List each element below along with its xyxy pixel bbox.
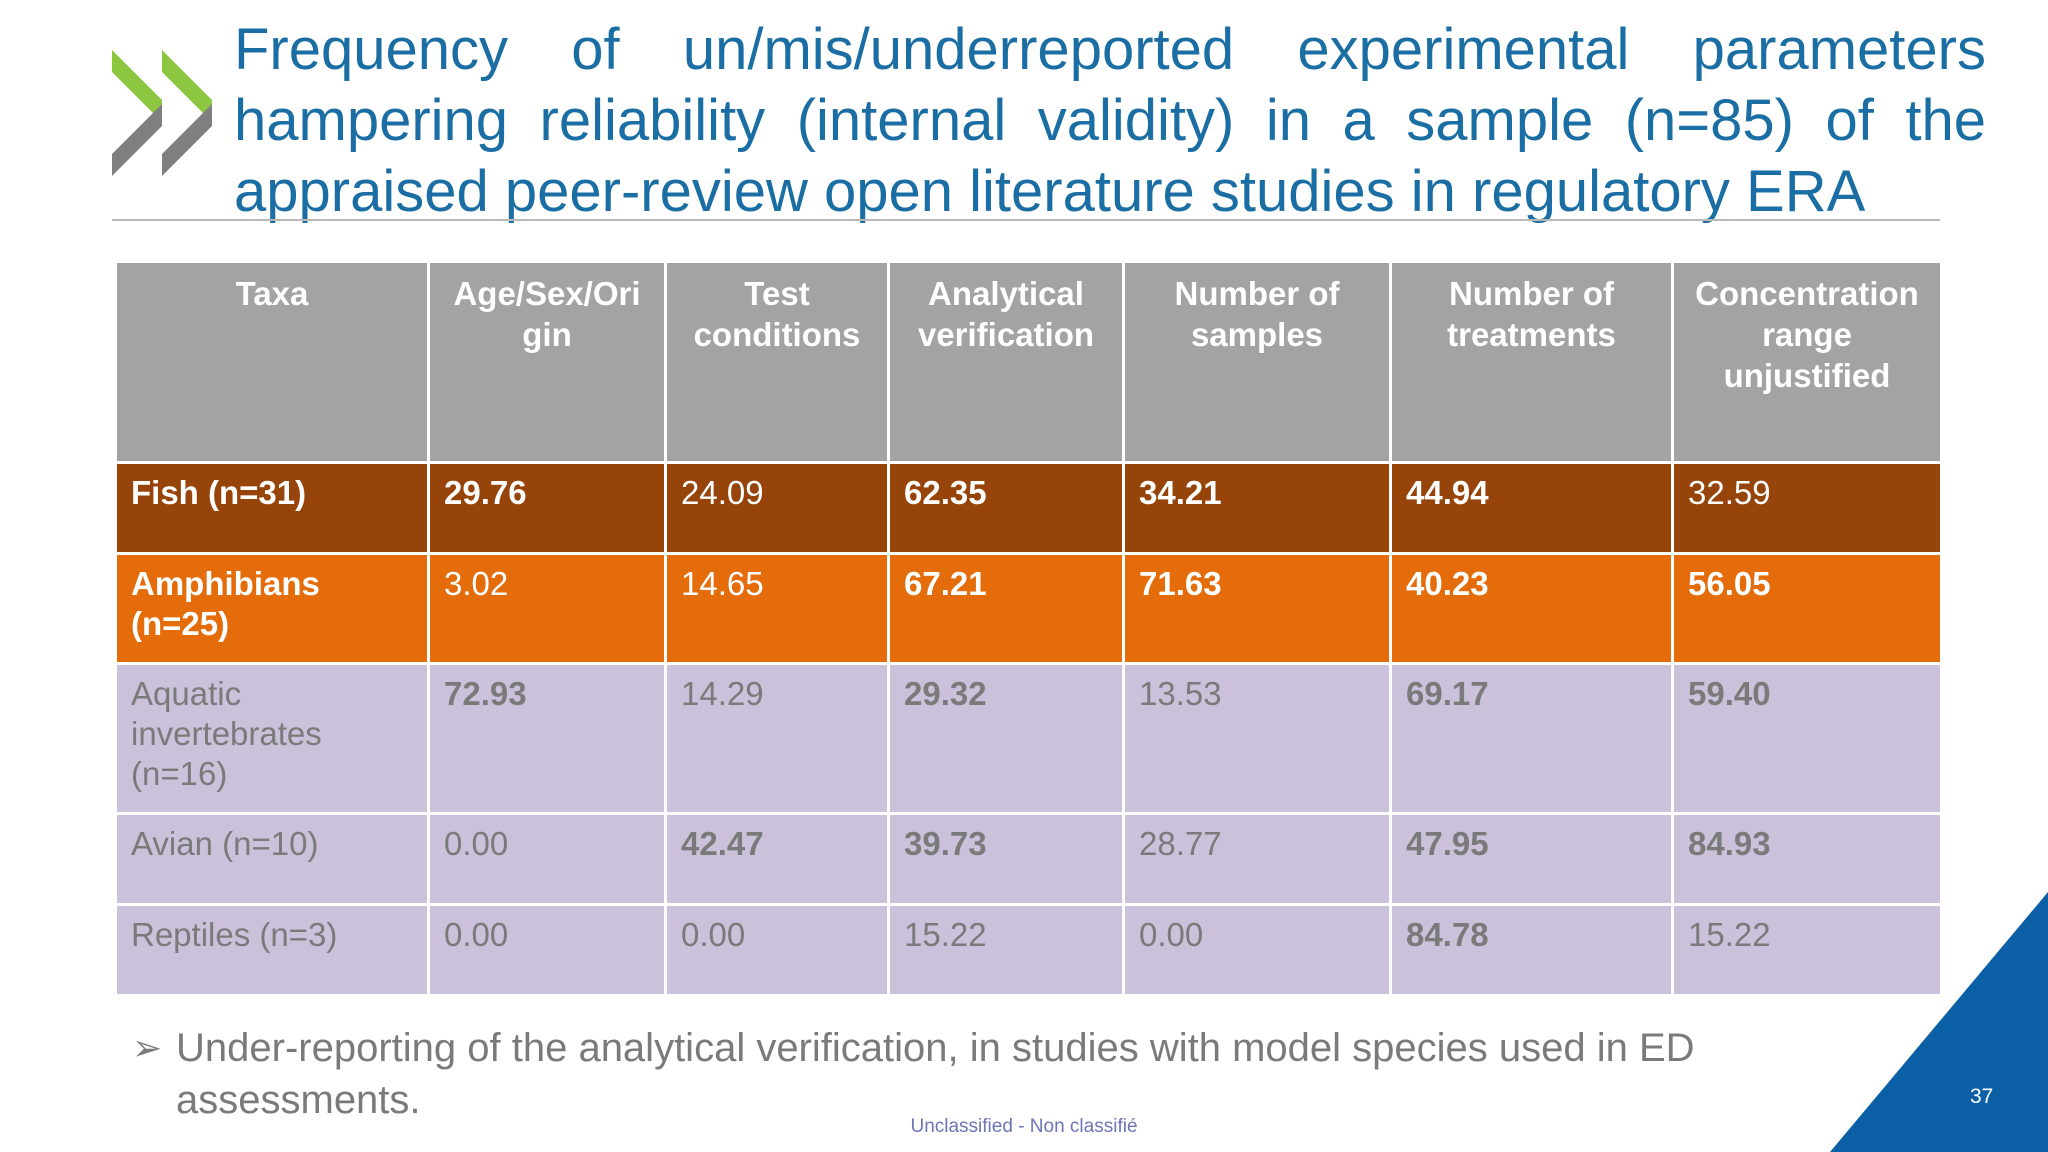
table-cell: 39.73 [887, 812, 1125, 906]
title-line-2: hampering reliability (internal validity… [234, 88, 1986, 153]
table-cell: 59.40 [1671, 662, 1943, 815]
table-cell: 29.32 [887, 662, 1125, 815]
bullet-text: Under-reporting of the analytical verifi… [176, 1026, 1695, 1122]
header-concentration-range: Concentration range unjustified [1671, 260, 1943, 464]
table-cell: 0.00 [1122, 903, 1392, 997]
table-cell: 34.21 [1122, 461, 1392, 555]
table-cell: 28.77 [1122, 812, 1392, 906]
table-row-amphibians: Amphibians (n=25) 3.02 14.65 67.21 71.63… [114, 552, 1943, 665]
table-cell: 29.76 [427, 461, 667, 555]
row-taxa-label: Fish (n=31) [114, 461, 430, 555]
title-line-1: Frequency of un/mis/underreported experi… [234, 17, 1986, 82]
page-number: 37 [1970, 1085, 1994, 1108]
row-taxa-label: Amphibians (n=25) [114, 552, 430, 665]
table-row-aquatic-invertebrates: Aquatic invertebrates (n=16) 72.93 14.29… [114, 662, 1943, 815]
row-taxa-label: Avian (n=10) [114, 812, 430, 906]
arrow-bullet-icon: ➢ [132, 1027, 163, 1068]
table-cell: 69.17 [1389, 662, 1674, 815]
corner-triangle-decoration [1830, 892, 2048, 1152]
table-cell: 15.22 [887, 903, 1125, 997]
table-cell: 13.53 [1122, 662, 1392, 815]
table-cell: 56.05 [1671, 552, 1943, 665]
table-cell: 47.95 [1389, 812, 1674, 906]
row-taxa-label: Aquatic invertebrates (n=16) [114, 662, 430, 815]
table-row-avian: Avian (n=10) 0.00 42.47 39.73 28.77 47.9… [114, 812, 1943, 906]
taxa-parameter-table: Taxa Age/Sex/Ori gin Test conditions Ana… [114, 260, 1943, 997]
table-cell: 44.94 [1389, 461, 1674, 555]
table-cell: 71.63 [1122, 552, 1392, 665]
header-number-of-treatments: Number of treatments [1389, 260, 1674, 464]
slide-title: Frequency of un/mis/underreported experi… [234, 14, 1986, 227]
header-age-sex-origin: Age/Sex/Ori gin [427, 260, 667, 464]
header-taxa: Taxa [114, 260, 430, 464]
table-cell: 42.47 [664, 812, 890, 906]
table-cell: 67.21 [887, 552, 1125, 665]
classification-footer: Unclassified - Non classifié [910, 1116, 1138, 1137]
table-cell: 62.35 [887, 461, 1125, 555]
table-cell: 0.00 [664, 903, 890, 997]
table-cell: 0.00 [427, 903, 667, 997]
table-cell: 15.22 [1671, 903, 1943, 997]
bullet-point: ➢ Under-reporting of the analytical veri… [132, 1022, 1832, 1126]
title-divider [112, 219, 1940, 221]
header-analytical-verification: Analytical verification [887, 260, 1125, 464]
table-cell: 3.02 [427, 552, 667, 665]
table-cell: 32.59 [1671, 461, 1943, 555]
table-cell: 24.09 [664, 461, 890, 555]
table-cell: 0.00 [427, 812, 667, 906]
table-header-row: Taxa Age/Sex/Ori gin Test conditions Ana… [114, 260, 1943, 464]
header-number-of-samples: Number of samples [1122, 260, 1392, 464]
table-row-fish: Fish (n=31) 29.76 24.09 62.35 34.21 44.9… [114, 461, 1943, 555]
table-cell: 14.65 [664, 552, 890, 665]
table-cell: 84.93 [1671, 812, 1943, 906]
row-taxa-label: Reptiles (n=3) [114, 903, 430, 997]
header-test-conditions: Test conditions [664, 260, 890, 464]
double-chevron-logo-icon [112, 50, 212, 176]
table-cell: 40.23 [1389, 552, 1674, 665]
table-cell: 14.29 [664, 662, 890, 815]
table-row-reptiles: Reptiles (n=3) 0.00 0.00 15.22 0.00 84.7… [114, 903, 1943, 997]
table-cell: 84.78 [1389, 903, 1674, 997]
table-cell: 72.93 [427, 662, 667, 815]
title-line-3: appraised peer-review open literature st… [234, 159, 1866, 224]
